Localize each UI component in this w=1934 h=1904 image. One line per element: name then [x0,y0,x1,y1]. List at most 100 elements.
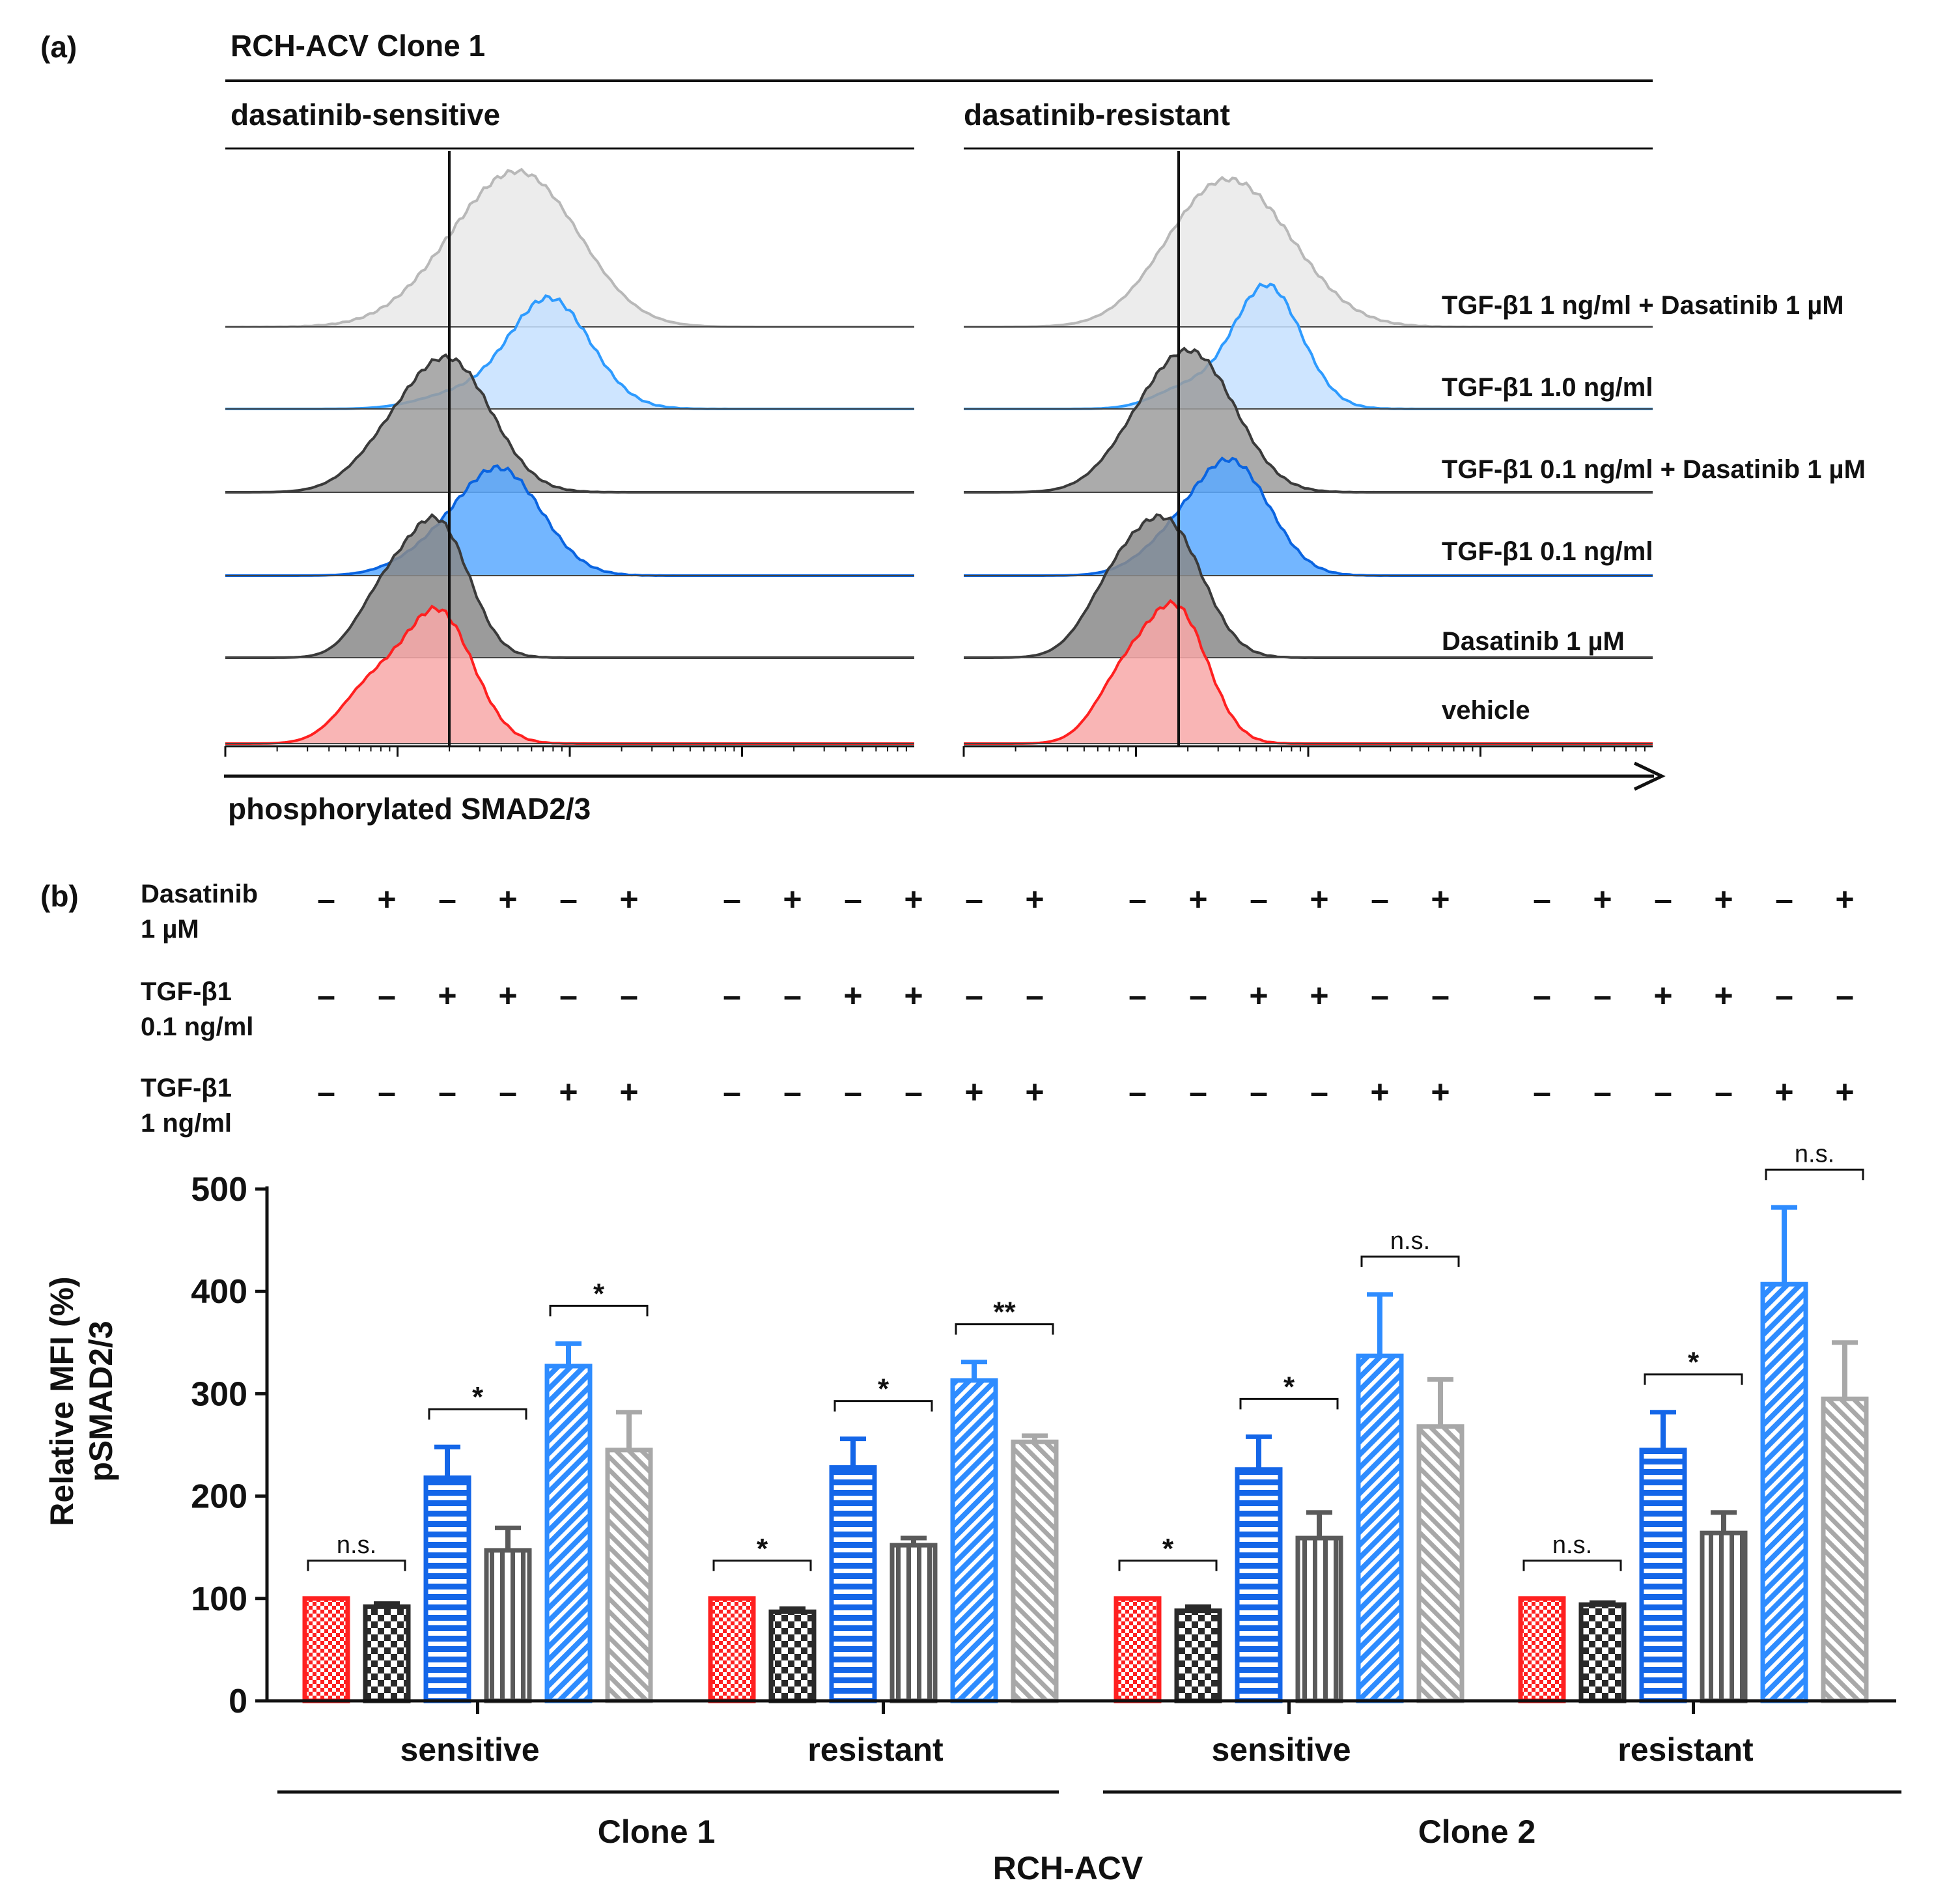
row-tgf1-label-2: 1 ng/ml [141,1109,232,1138]
significance-bracket [1765,1168,1864,1181]
treatment-sign: – [904,1074,923,1110]
treatment-sign: + [1593,881,1612,917]
treatment-sign: – [1836,977,1854,1014]
right-header: dasatinib-resistant [964,98,1230,132]
significance-bracket [549,1304,649,1317]
bar [363,1604,411,1703]
significance-brackets: n.s.********n.s.n.s.*n.s. [307,1140,1864,1571]
treatment-sign: – [499,1074,517,1110]
bar [1295,1535,1343,1703]
bar [1356,1353,1404,1703]
treatment-sign: – [559,977,578,1014]
significance-label: n.s. [1390,1227,1430,1255]
condition-label-5: Dasatinib 1 µM [1442,627,1625,656]
treatment-sign: + [498,977,517,1014]
treatment-sign: + [498,881,517,917]
significance-bracket [1360,1255,1460,1267]
treatment-sign: + [1370,1074,1389,1110]
treatment-sign: – [1775,977,1793,1014]
histogram-fill-3 [225,355,914,492]
x-group-label: sensitive [400,1731,539,1768]
significance-label: n.s. [1552,1532,1592,1559]
significance-bracket [428,1408,527,1420]
row-tgf01-label-2: 0.1 ng/ml [141,1013,253,1041]
treatment-sign: – [1593,1074,1612,1110]
y-axis-label-2: pSMAD2/3 [83,1321,119,1481]
panel-a: (a) RCH-ACV Clone 1 dasatinib-sensitive … [40,29,1866,826]
treatment-sign: – [723,881,741,917]
row-dasatinib-label-1: Dasatinib [141,880,258,908]
x-group-label: resistant [807,1731,944,1768]
histogram-curve-5 [225,512,914,659]
treatment-sign: + [1249,977,1268,1014]
treatment-sign: + [1310,881,1328,917]
treatment-sign: + [1188,881,1207,917]
significance-label: * [1283,1371,1295,1403]
y-axis-label-1: Relative MFI (%) [44,1276,80,1526]
significance-label: * [593,1278,605,1309]
histogram-fill-5 [964,514,1653,658]
bar [1700,1530,1748,1703]
treatment-sign: – [317,1074,335,1110]
treatment-sign: + [843,977,862,1014]
x-group-label: resistant [1618,1731,1754,1768]
treatment-sign: – [1189,1074,1207,1110]
treatment-sign: – [559,881,578,917]
treatment-sign: + [904,977,923,1014]
treatment-sign: – [723,977,741,1014]
x-group-label: sensitive [1211,1731,1351,1768]
significance-label: n.s. [337,1532,376,1559]
condition-labels: TGF-β1 1 ng/ml + Dasatinib 1 µM TGF-β1 1… [1442,291,1866,725]
bar [1011,1439,1059,1703]
treatment-sign: – [1128,1074,1147,1110]
treatment-sign: – [1533,881,1551,917]
treatment-sign: – [1371,881,1389,917]
bar [544,1364,593,1703]
treatment-sign: + [1431,881,1450,917]
treatment-sign: + [964,1074,983,1110]
y-tick-label: 400 [191,1273,247,1311]
treatment-sign: – [1250,881,1268,917]
significance-label: * [878,1373,890,1405]
treatment-sign: – [1189,977,1207,1014]
treatment-sign: – [438,1074,456,1110]
significance-label: * [1162,1533,1174,1565]
treatment-sign: – [965,881,983,917]
treatment-sign: – [438,881,456,917]
treatment-sign: – [1026,977,1044,1014]
treatment-sign: – [1533,977,1551,1014]
significance-bracket [955,1323,1054,1335]
bar [829,1465,877,1703]
y-tick-label: 300 [191,1375,247,1413]
condition-label-1: TGF-β1 1 ng/ml + Dasatinib 1 µM [1442,291,1844,320]
treatment-sign: – [783,1074,802,1110]
treatment-sign: – [1310,1074,1328,1110]
row-dasatinib-label-2: 1 µM [141,915,199,944]
left-header: dasatinib-sensitive [231,98,500,132]
bar [768,1609,817,1703]
significance-bracket [1522,1560,1622,1571]
bar [423,1475,471,1703]
significance-bracket [1118,1560,1218,1571]
treatment-sign: + [1653,977,1672,1014]
treatment-sign: + [1835,1074,1854,1110]
bar [950,1378,998,1703]
treatment-sign: – [1775,881,1793,917]
clone1-label: Clone 1 [598,1813,716,1850]
condition-label-2: TGF-β1 1.0 ng/ml [1442,373,1653,402]
panel-a-label: (a) [40,30,77,64]
y-tick-label: 100 [191,1580,247,1618]
significance-bracket [1239,1397,1339,1410]
clone2-label: Clone 2 [1418,1813,1536,1850]
panel-b-label: (b) [40,879,79,913]
treatment-row-labels: Dasatinib 1 µM TGF-β1 0.1 ng/ml TGF-β1 1… [141,880,258,1138]
bar [1416,1424,1465,1703]
row-tgf01-label-1: TGF-β1 [141,977,232,1006]
condition-label-6: vehicle [1442,696,1530,725]
histogram-fill-1 [225,169,914,327]
treatment-sign: + [1774,1074,1793,1110]
treatment-sign: – [1128,977,1147,1014]
treatment-sign: – [378,1074,396,1110]
histogram-panel-sensitive [224,151,914,757]
